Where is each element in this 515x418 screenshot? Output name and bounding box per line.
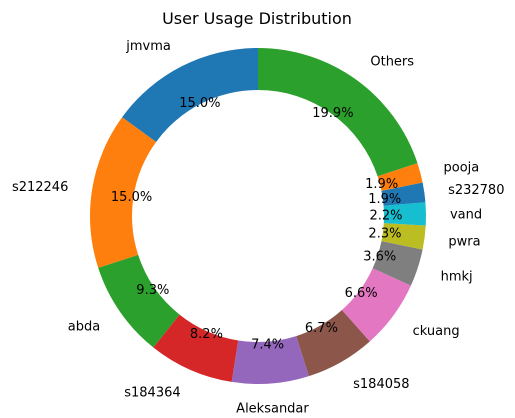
- slice-percent-jmvma: 15.0%: [179, 96, 220, 111]
- slice-label-aleksandar: Aleksandar: [236, 401, 309, 416]
- slice-pwra: [381, 223, 426, 250]
- slice-percent-s232780: 1.9%: [368, 192, 401, 207]
- slice-s184058: [296, 309, 370, 377]
- slice-label-jmvma: jmvma: [125, 39, 171, 54]
- slice-label-others: Others: [370, 54, 414, 69]
- slices-group: [90, 48, 426, 384]
- slice-percent-s184364: 8.2%: [190, 327, 223, 342]
- slice-percent-abda: 9.3%: [136, 283, 169, 298]
- slice-label-s184364: s184364: [124, 386, 180, 401]
- slice-pooja: [377, 163, 423, 191]
- percent-labels-group: 15.0% 15.0% 9.3% 8.2% 7.4% 6.7% 6.6% 3.6% 2.3% 2.…: [111, 96, 403, 353]
- slice-label-s212246: s212246: [12, 180, 68, 195]
- slice-label-ckuang: ckuang: [413, 324, 460, 339]
- slice-percent-pwra: 2.3%: [368, 226, 401, 241]
- slice-ckuang: [341, 268, 411, 342]
- slice-aleksandar: [231, 336, 309, 384]
- slice-label-s184058: s184058: [353, 377, 409, 392]
- slice-vand: [383, 202, 426, 226]
- slice-jmvma: [122, 48, 258, 142]
- slice-percent-s212246: 15.0%: [111, 190, 152, 205]
- slice-percent-vand: 2.2%: [369, 208, 402, 223]
- slice-label-s232780: s232780: [448, 183, 504, 198]
- slice-percent-s184058: 6.7%: [305, 321, 338, 336]
- chart-title: User Usage Distribution: [162, 9, 352, 28]
- slice-label-vand: vand: [450, 208, 482, 223]
- slice-label-pooja: pooja: [444, 161, 480, 176]
- slice-s232780: [381, 182, 426, 206]
- slice-hmkj: [372, 241, 423, 286]
- slice-s184364: [153, 314, 239, 382]
- slice-label-abda: abda: [68, 319, 100, 334]
- slice-others: [258, 48, 418, 177]
- slice-percent-others: 19.9%: [312, 106, 353, 121]
- slice-percent-aleksandar: 7.4%: [251, 338, 284, 353]
- slice-abda: [98, 254, 180, 348]
- slice-percent-hmkj: 3.6%: [363, 250, 396, 265]
- slice-s212246: [90, 117, 157, 268]
- slice-label-pwra: pwra: [448, 235, 480, 250]
- slice-label-hmkj: hmkj: [441, 269, 473, 284]
- slice-percent-pooja: 1.9%: [365, 177, 398, 192]
- labels-group: jmvma s212246 abda s184364 Aleksandar s184058…: [12, 39, 505, 417]
- slice-percent-ckuang: 6.6%: [345, 286, 378, 301]
